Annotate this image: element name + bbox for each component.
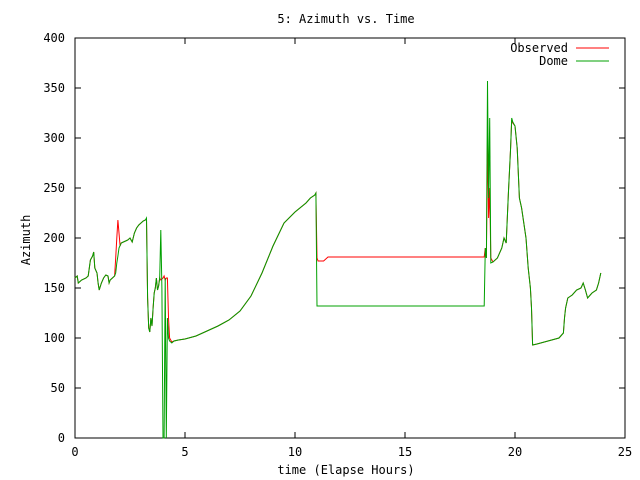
plot-border <box>74 37 626 439</box>
y-tick-label: 150 <box>43 281 65 295</box>
legend-label: Observed <box>510 41 568 55</box>
x-tick-label: 10 <box>288 445 302 459</box>
series-layer <box>74 80 602 439</box>
plot-frame <box>74 37 626 439</box>
x-tick-label: 5 <box>181 445 188 459</box>
y-tick-label: 200 <box>43 231 65 245</box>
y-tick-label: 300 <box>43 131 65 145</box>
x-tick-label: 20 <box>508 445 522 459</box>
series-line-dome <box>74 80 602 439</box>
y-tick-label: 400 <box>43 31 65 45</box>
legend-label: Dome <box>539 54 568 68</box>
y-tick-label: 0 <box>58 431 65 445</box>
y-tick-label: 50 <box>51 381 65 395</box>
y-tick-label: 350 <box>43 81 65 95</box>
y-axis-ticks: 0 50 100 150 200 250 300 350 400 <box>43 31 625 445</box>
y-tick-label: 100 <box>43 331 65 345</box>
series-line-observed <box>74 119 602 346</box>
x-tick-label: 0 <box>71 445 78 459</box>
y-axis-label: Azimuth <box>19 215 33 266</box>
x-axis-label: time (Elapse Hours) <box>277 463 414 477</box>
x-axis-ticks: 0 5 10 15 20 25 <box>71 38 632 459</box>
chart-title: 5: Azimuth vs. Time <box>277 12 414 26</box>
x-tick-label: 15 <box>398 445 412 459</box>
y-tick-label: 250 <box>43 181 65 195</box>
x-tick-label: 25 <box>618 445 632 459</box>
